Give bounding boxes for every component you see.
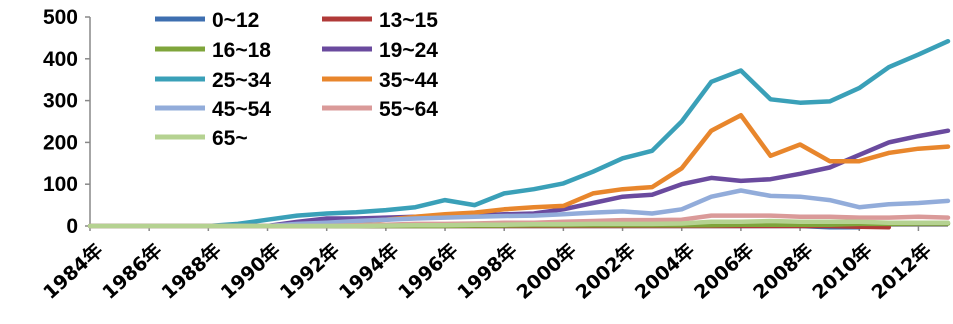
x-tick-label: 1986年 <box>98 239 167 304</box>
legend-label: 0~12 <box>212 9 259 32</box>
x-tick-label: 1992年 <box>275 239 344 304</box>
x-tick-label: 2010年 <box>808 239 877 304</box>
series-line-8 <box>87 218 951 229</box>
x-tick-label: 2012年 <box>867 239 936 304</box>
x-tick-label: 1988年 <box>157 239 226 304</box>
x-tick-label: 1994年 <box>334 239 403 304</box>
x-tick-label: 2000年 <box>512 239 581 304</box>
series-lines <box>87 38 951 230</box>
y-axis-ticks: 0 100 200 300 400 500 <box>43 6 90 238</box>
legend-label: 45~54 <box>212 98 271 121</box>
legend-label: 19~24 <box>379 39 438 62</box>
x-tick-label: 1996年 <box>394 239 463 304</box>
legend-label: 13~15 <box>379 9 438 32</box>
legend-label: 35~44 <box>379 69 438 92</box>
legend: 0~12 13~15 16~18 19~24 25~34 35~44 45~54 55~64 6… <box>155 9 438 150</box>
legend-label: 16~18 <box>212 39 271 62</box>
y-tick-label: 400 <box>43 48 78 71</box>
x-tick-label: 1990年 <box>216 239 285 304</box>
x-tick-label: 2008年 <box>749 239 818 304</box>
legend-label: 55~64 <box>379 98 438 121</box>
y-tick-label: 200 <box>43 131 78 154</box>
y-tick-label: 300 <box>43 90 78 113</box>
x-tick-label: 2006年 <box>689 239 758 304</box>
y-tick-label: 0 <box>66 215 78 238</box>
x-tick-label: 1998年 <box>453 239 522 304</box>
x-axis-ticks: 1984年1986年1988年1990年1992年1994年1996年1998年… <box>39 226 936 304</box>
x-tick-label: 2002年 <box>571 239 640 304</box>
y-tick-label: 500 <box>43 6 78 29</box>
y-tick-label: 100 <box>43 173 78 196</box>
legend-label: 65~ <box>212 127 248 150</box>
x-tick-label: 2004年 <box>630 239 699 304</box>
legend-label: 25~34 <box>212 69 271 92</box>
x-tick-label: 1984年 <box>39 239 108 304</box>
